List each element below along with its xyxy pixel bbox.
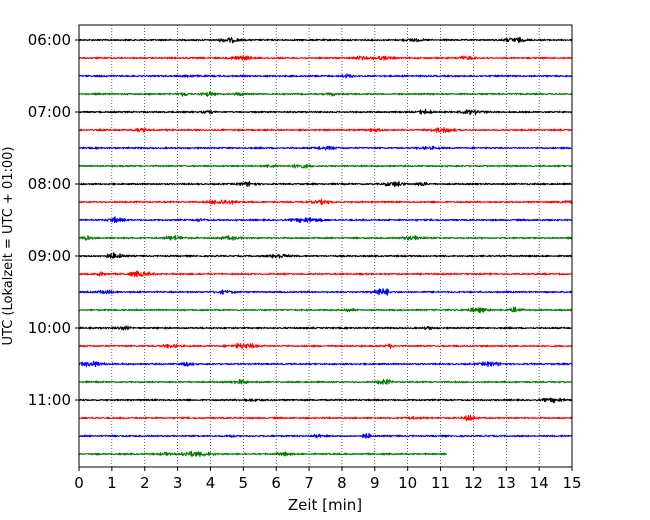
x-tick-label: 3 xyxy=(173,474,183,492)
trace-line xyxy=(78,163,573,169)
x-tick-label: 15 xyxy=(562,474,581,492)
trace-line xyxy=(78,414,573,422)
y-axis-ticks: 06:00 07:00 08:00 09:00 10:00 11:00 xyxy=(28,31,79,409)
trace-line xyxy=(78,306,573,314)
x-tick-label: 10 xyxy=(398,474,417,492)
x-tick-label: 13 xyxy=(497,474,516,492)
x-tick-label: 4 xyxy=(206,474,216,492)
trace-line xyxy=(78,342,573,350)
x-tick-label: 12 xyxy=(464,474,483,492)
x-tick-label: 9 xyxy=(370,474,380,492)
trace-line xyxy=(78,288,573,296)
trace-line xyxy=(78,108,573,116)
y-tick-label: 08:00 xyxy=(28,175,71,193)
seismogram-traces xyxy=(78,36,573,458)
trace-line xyxy=(78,180,573,188)
x-tick-label: 2 xyxy=(140,474,150,492)
trace-line xyxy=(78,91,573,97)
x-tick-label: 0 xyxy=(74,474,84,492)
trace-line xyxy=(78,325,573,331)
x-axis-label: Zeit [min] xyxy=(288,496,362,514)
x-tick-label: 7 xyxy=(304,474,314,492)
y-tick-label: 11:00 xyxy=(28,391,71,409)
x-tick-label: 5 xyxy=(239,474,249,492)
trace-line xyxy=(78,235,573,241)
trace-line xyxy=(78,432,573,439)
trace-line xyxy=(78,270,573,278)
trace-line xyxy=(78,55,573,61)
x-tick-label: 1 xyxy=(107,474,117,492)
trace-line xyxy=(78,216,573,224)
trace-line xyxy=(78,36,573,44)
trace-line xyxy=(78,397,573,404)
trace-line xyxy=(78,73,573,79)
trace-line xyxy=(78,145,573,151)
x-axis-ticks: 0 1 2 3 4 5 6 7 8 9 10 11 12 13 14 15 xyxy=(74,467,582,492)
y-tick-label: 06:00 xyxy=(28,31,71,49)
x-tick-label: 14 xyxy=(530,474,549,492)
x-tick-label: 8 xyxy=(337,474,347,492)
y-tick-label: 10:00 xyxy=(28,319,71,337)
trace-line xyxy=(78,252,573,259)
y-tick-label: 09:00 xyxy=(28,247,71,265)
trace-line xyxy=(78,360,573,368)
trace-line xyxy=(78,378,573,385)
y-tick-label: 07:00 xyxy=(28,103,71,121)
trace-line xyxy=(78,198,573,206)
trace-line xyxy=(78,127,573,134)
trace-line xyxy=(78,450,448,458)
y-axis-label: UTC (Lokalzeit = UTC + 01:00) xyxy=(1,147,16,346)
plot-frame xyxy=(78,24,573,468)
x-tick-label: 6 xyxy=(271,474,281,492)
x-tick-label: 11 xyxy=(431,474,450,492)
